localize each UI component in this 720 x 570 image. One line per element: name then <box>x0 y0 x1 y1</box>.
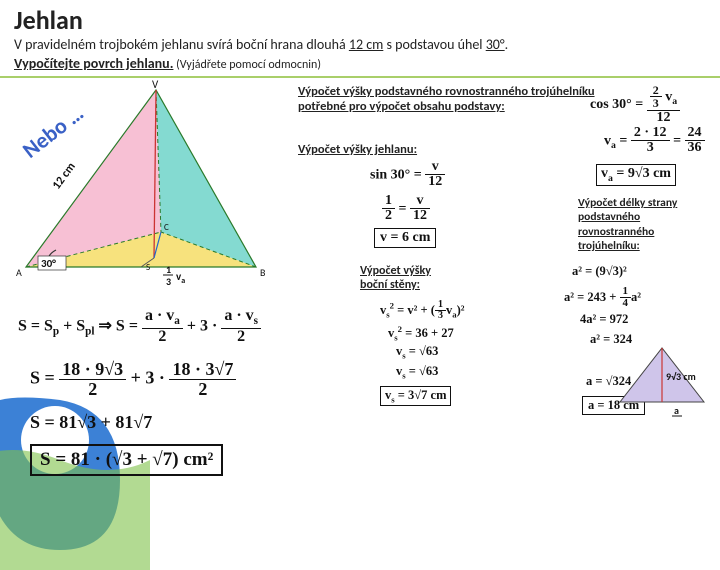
t: = √63 <box>406 364 439 378</box>
eq-half: 12 = v12 <box>382 194 430 224</box>
t: ⇒ S = <box>95 317 142 334</box>
d: 2 <box>221 329 261 346</box>
n: 2 · 12 <box>631 126 670 142</box>
eq-va1: va = 2 · 123 = 2436 <box>604 126 705 156</box>
d: 4 <box>620 298 632 310</box>
underline-30: 30° <box>486 36 505 53</box>
text: cos 30° = <box>590 97 643 112</box>
eq-a2-1: a² = (9√3)² <box>572 264 627 279</box>
eq-vs-result: vs = 3√7 cm <box>380 386 451 407</box>
eq-S2: S = 18 · 9√32 + 3 · 18 · 3√72 <box>30 360 236 399</box>
eq-vs3: vs = √63 <box>396 344 438 361</box>
eq-va-result: va = 9√3 cm <box>596 164 676 186</box>
eq-cos30: cos 30° = 23 va12 <box>590 84 680 126</box>
eq-a2-2: a² = 243 + 14a² <box>564 286 641 310</box>
underline-12cm: 12 cm <box>349 36 383 53</box>
svg-text:9√3 cm: 9√3 cm <box>666 370 696 383</box>
t: podstavného <box>578 210 640 224</box>
mini-triangle: 9√3 cm a 2 <box>612 338 712 418</box>
d: 2 <box>382 209 395 224</box>
d: 3 <box>650 97 662 110</box>
d: 3 <box>631 141 670 156</box>
text: V pravidelném trojbokém jehlanu svírá bo… <box>14 36 349 53</box>
eq-S3: S = 81√3 + 81√7 <box>30 412 152 433</box>
svg-text:2: 2 <box>674 416 679 418</box>
eq-sin30: sin 30° = v12 <box>370 160 445 190</box>
svg-text:S: S <box>146 262 150 273</box>
label-vyska-podstavy: Výpočet výšky podstavného rovnostranného… <box>298 84 618 114</box>
underline-task: Vypočítejte povrch jehlanu. <box>14 55 173 72</box>
t: + S <box>59 317 85 334</box>
s: a <box>672 96 677 107</box>
t: a² = 243 + <box>564 290 620 304</box>
eq-vs4: vs = √63 <box>396 364 438 381</box>
n: 24 <box>685 126 705 142</box>
d: 2 <box>142 329 183 346</box>
t: sin 30° = <box>370 167 422 182</box>
t: rovnostranného <box>578 225 654 239</box>
d: 2 <box>169 380 236 399</box>
t: trojúhelníku: <box>578 239 640 253</box>
t: Výpočet délky strany <box>578 196 677 210</box>
svg-text:C: C <box>164 222 169 233</box>
svg-text:A: A <box>16 266 22 279</box>
content: Nebo … 12 cm 30° V A B C S 1 3 va <box>0 78 720 538</box>
eq-vs2: vs2 = 36 + 27 <box>388 324 454 343</box>
t: boční stěny: <box>360 278 420 292</box>
d: 3 <box>435 311 446 322</box>
label-vyska-steny: Výpočet výšky boční stěny: <box>360 264 431 292</box>
d: 36 <box>685 141 705 156</box>
text: s podstavou úhel <box>383 36 485 53</box>
text: . <box>505 36 509 53</box>
svg-text:V: V <box>152 80 159 91</box>
t: = v² + ( <box>394 303 435 317</box>
page-title: Jehlan <box>14 4 706 36</box>
text: potřebné pro výpočet obsahu podstavy: <box>298 99 505 114</box>
svg-text:12 cm: 12 cm <box>50 160 79 192</box>
t: Výpočet výšky <box>360 264 431 278</box>
pyramid-diagram: 12 cm 30° V A B C S 1 3 va <box>6 80 286 300</box>
n: 2 <box>650 84 662 98</box>
d: 2 <box>59 380 126 399</box>
eq-a2-3: 4a² = 972 <box>580 312 628 327</box>
subtitle-line2: Vypočítejte povrch jehlanu. (Vyjádřete p… <box>14 55 706 74</box>
n: a · v <box>145 307 174 324</box>
eq-S4: S = 81 · (√3 + √7) cm² <box>30 444 223 476</box>
subtitle-line1: V pravidelném trojbokém jehlanu svírá bo… <box>14 36 706 55</box>
s: a <box>174 315 180 327</box>
text: (Vyjádřete pomocí odmocnin) <box>173 58 321 72</box>
n: v <box>425 160 445 176</box>
header: Jehlan V pravidelném trojbokém jehlanu s… <box>0 0 720 78</box>
t: = 36 + 27 <box>402 326 454 340</box>
n: v <box>410 194 430 210</box>
d: 12 <box>647 111 680 126</box>
t: )² <box>457 303 465 317</box>
d: 12 <box>410 209 430 224</box>
n: a · v <box>224 307 253 324</box>
eq-vs1: vs2 = v² + (13va)² <box>380 300 464 322</box>
svg-text:3: 3 <box>166 275 171 288</box>
svg-text:va: va <box>176 270 185 286</box>
t: = 9√3 cm <box>613 166 671 181</box>
t: = 3√7 cm <box>395 388 447 402</box>
t: Výpočet výšky jehlanu: <box>298 142 417 157</box>
d: 12 <box>425 175 445 190</box>
text: Výpočet výšky podstavného rovnostranného… <box>298 84 595 99</box>
t: a² <box>631 290 641 304</box>
t: v <box>601 166 608 181</box>
t: + 3 · <box>183 317 221 334</box>
svg-text:30°: 30° <box>41 257 56 270</box>
n: 1 <box>382 194 395 210</box>
label-delka-strany: Výpočet délky strany podstavného rovnost… <box>578 196 677 254</box>
svg-text:B: B <box>260 266 266 279</box>
eq-v6: v = 6 cm <box>374 228 436 248</box>
n: 18 · 9√3 <box>59 360 126 380</box>
t: S = S <box>18 317 53 334</box>
eq-S-line: S = Sp + Spl ⇒ S = a · va2 + 3 · a · vs2 <box>18 308 261 346</box>
n: 18 · 3√7 <box>169 360 236 380</box>
t: = √63 <box>406 344 439 358</box>
s: pl <box>85 326 94 338</box>
label-vyska-jehlanu: Výpočet výšky jehlanu: <box>298 142 417 157</box>
s: s <box>254 315 258 327</box>
